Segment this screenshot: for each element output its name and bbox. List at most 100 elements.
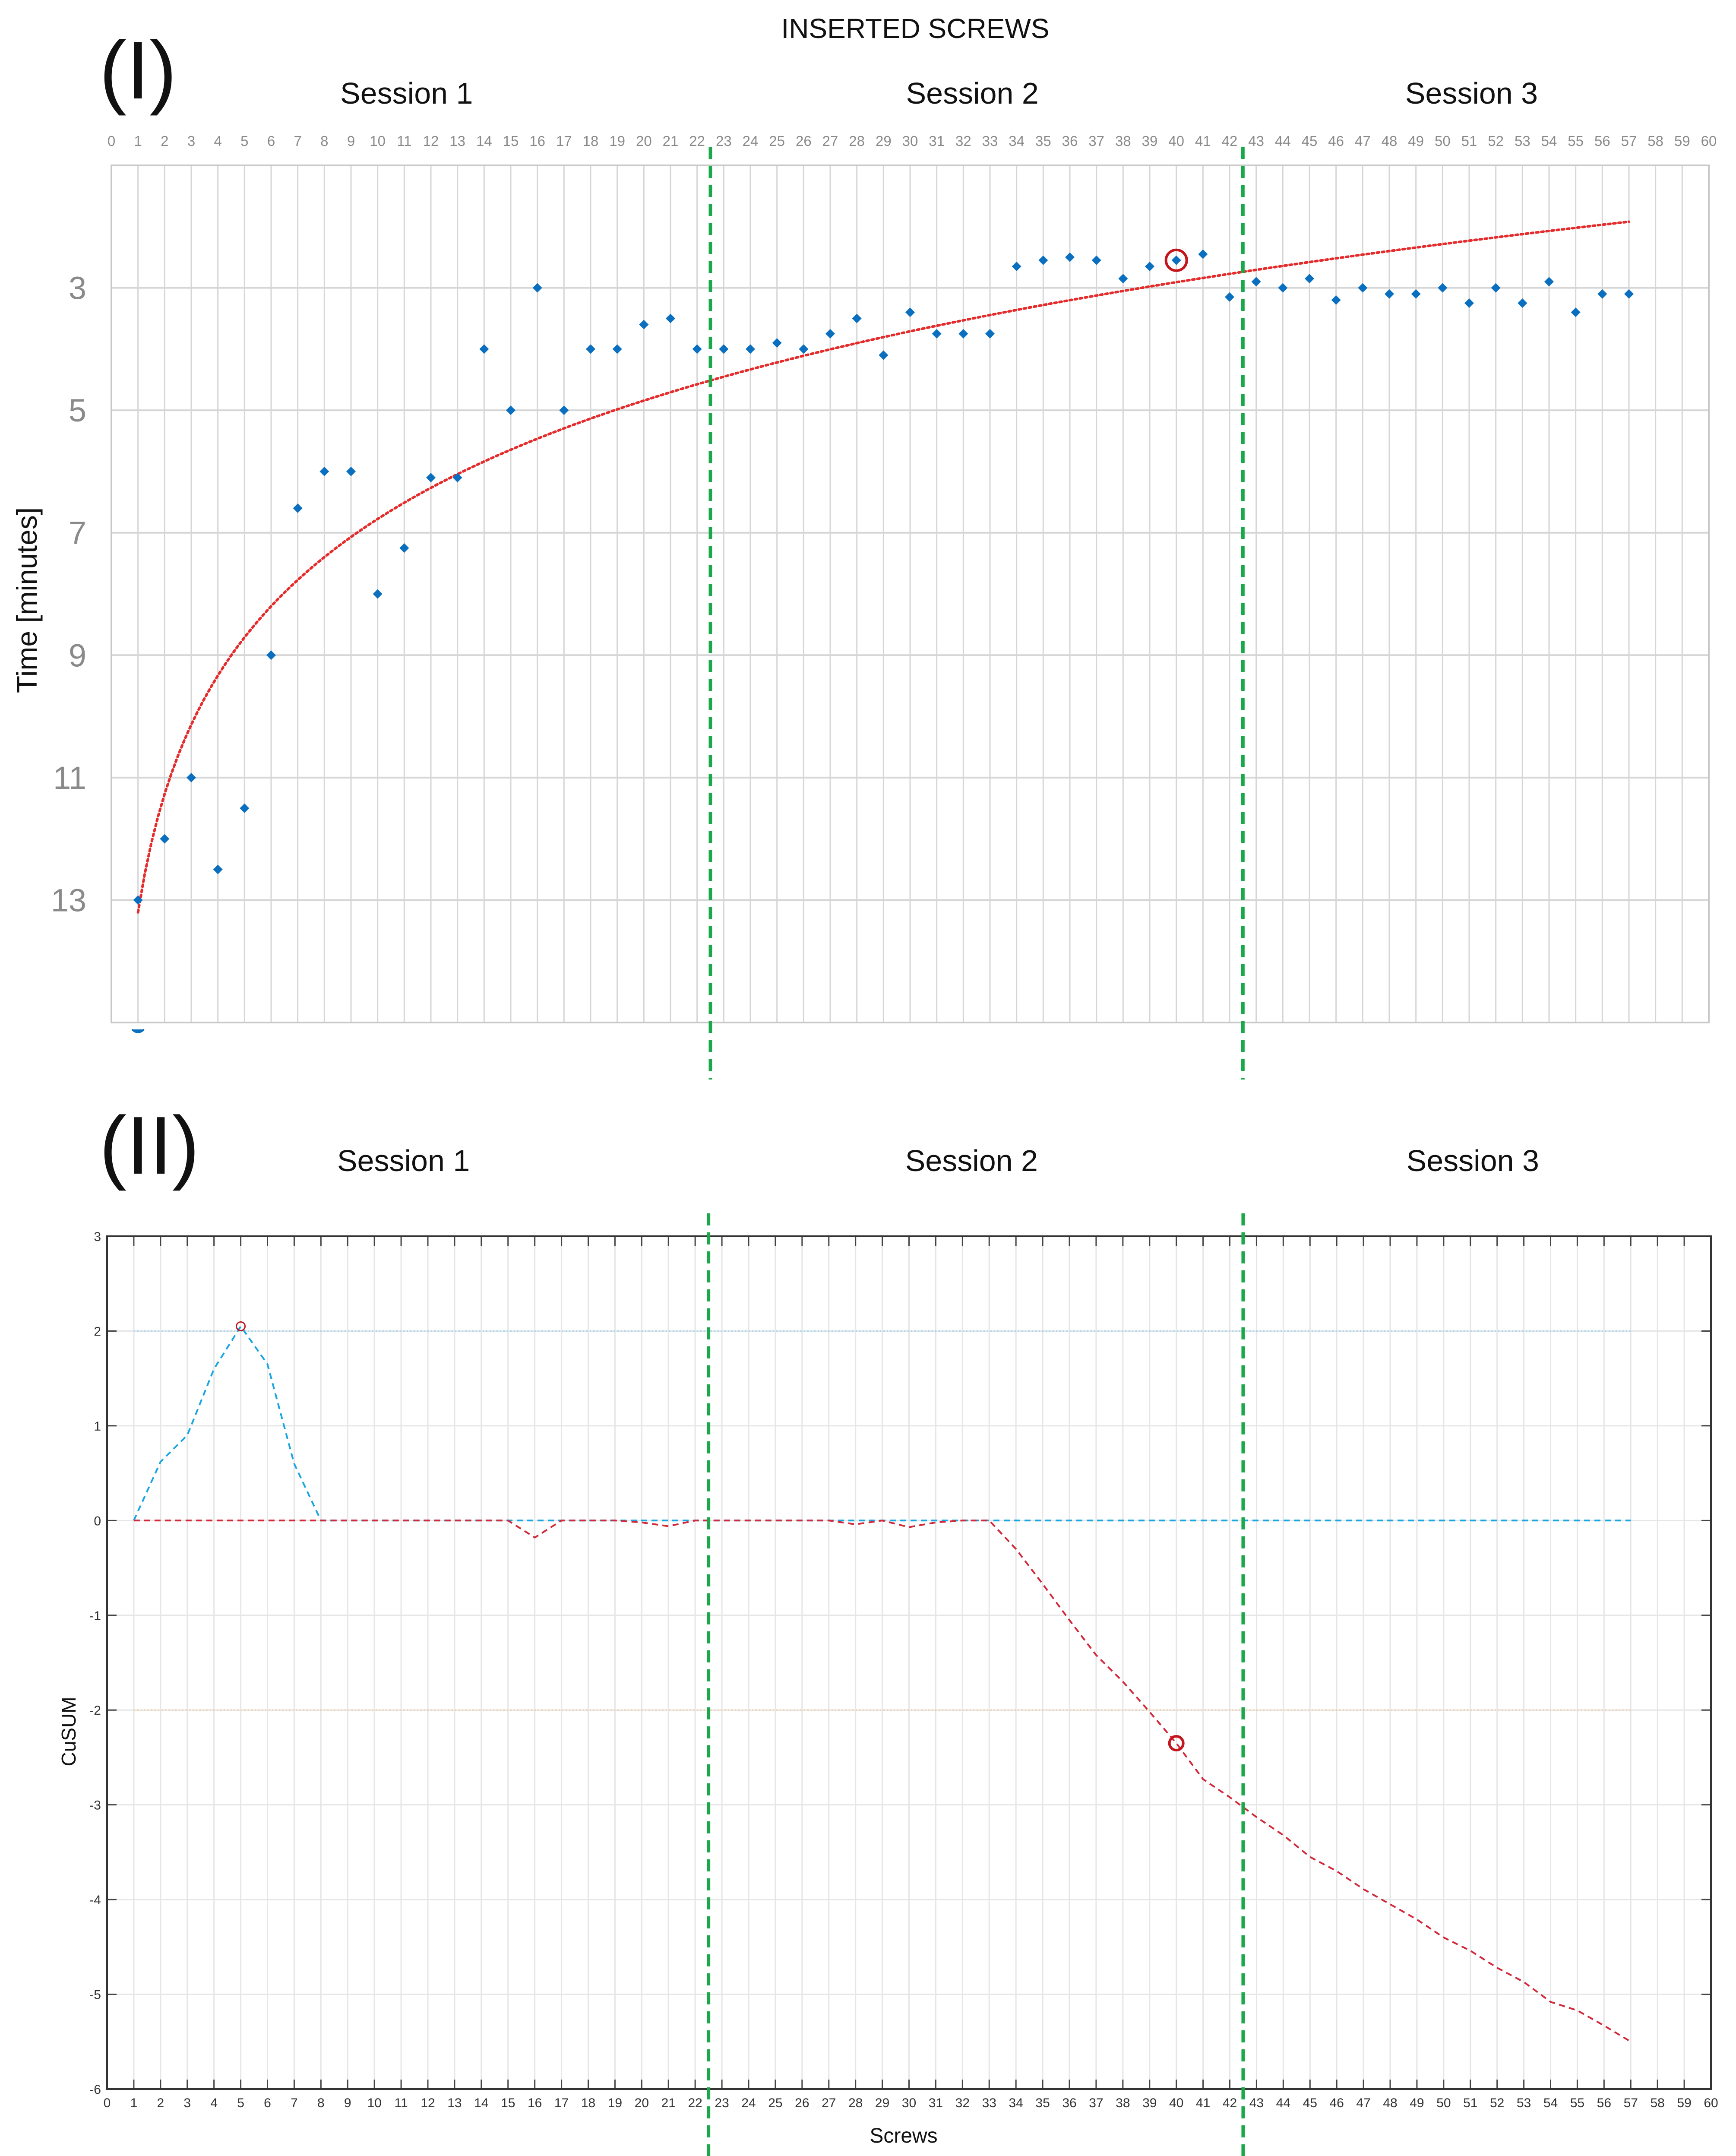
panel-2-y-tick-label: 1 [94,1419,101,1434]
panel-1-x-tick-label: 47 [1355,133,1371,149]
panel-1-data-point [905,307,915,317]
panel-1-data-point [187,772,196,782]
panel-2-session-label: Session 2 [905,1144,1038,1178]
panel-1-data-point [1251,277,1261,287]
panel-1-data-point [825,329,835,339]
panel-2-x-tick-label: 36 [1062,2096,1076,2110]
panel-1-x-tick-label: 26 [796,133,812,149]
panel-2-x-tick-label: 57 [1624,2096,1638,2110]
panel-2-x-tick-label: 6 [264,2096,271,2110]
panel-2-x-tick-label: 45 [1303,2096,1317,2110]
panel-1-data-point [293,503,303,513]
panel-1-x-tick-label: 1 [134,133,142,149]
panel-1-data-point [852,313,862,323]
panel-1-session-label: Session 1 [340,76,473,110]
panel-1-trendline [136,220,1630,914]
panel-1-data-point [1171,255,1181,265]
panel-1-x-tick-label: 4 [214,133,221,149]
panel-2-x-tick-label: 33 [982,2096,996,2110]
panel-1-y-tick-label: 13 [51,882,86,918]
panel-2-x-tick-label: 5 [237,2096,244,2110]
panel-2-y-tick-labels: -6 -5 -4 -3 -2 -1 0 1 2 3 [89,1230,101,2097]
panel-1-x-tick-label: 48 [1382,133,1398,149]
panel-1-x-tick-label: 25 [769,133,785,149]
panel-1-x-tick-label: 11 [397,133,411,149]
panel-2-x-tick-label: 22 [688,2096,702,2110]
panel-1-data-point [373,589,383,599]
panel-1-x-tick-label: 40 [1168,133,1184,149]
panel-1-data-point [719,344,729,354]
panel-1-data-point [586,344,595,354]
panel-1-x-tick-label: 13 [449,133,465,149]
panel-2-x-tick-label: 20 [635,2096,649,2110]
panel-1-data-point [1198,249,1208,259]
panel-1-x-tick-label: 2 [161,133,168,149]
panel-1-x-tick-label: 3 [187,133,195,149]
panel-2-y-tick-label: -1 [89,1609,101,1623]
panel-2-x-tick-label: 47 [1356,2096,1370,2110]
panel-2-x-tick-label: 49 [1410,2096,1424,2110]
panel-2-x-tick-label: 42 [1223,2096,1237,2110]
panel-1-x-tick-label: 57 [1621,133,1637,149]
panel-1-x-tick-label: 44 [1275,133,1291,149]
panel-2-x-tick-label: 3 [183,2096,191,2110]
panel-1-data-point [1305,274,1314,284]
panel-2-y-tick-label: -3 [89,1798,101,1813]
panel-1-data-point [506,405,515,415]
panel-2-session-label: Session 3 [1407,1144,1539,1178]
panel-1-data-point [1491,283,1501,293]
panel-1-x-tick-label: 49 [1408,133,1424,149]
panel-1-x-tick-label: 56 [1594,133,1610,149]
panel-1-x-tick-label: 28 [849,133,865,149]
panel-1-trendline-path [136,220,1630,914]
panel-1-data-point [1278,283,1288,293]
panel-2-x-tick-label: 51 [1463,2096,1477,2110]
panel-1-data-point [1411,289,1421,299]
panel-2-x-tick-label: 12 [421,2096,435,2110]
panel-2-session-label: Session 1 [337,1144,470,1178]
panel-1-data-point [266,650,276,660]
panel-1-x-tick-label: 21 [663,133,679,149]
panel-2-x-tick-label: 16 [528,2096,542,2110]
panel-1-x-tick-label: 0 [108,133,115,149]
panel-1-x-tick-label: 6 [267,133,275,149]
panel-2-x-tick-label: 24 [741,2096,756,2110]
panel-2-x-tick-label: 28 [848,2096,863,2110]
panel-1-x-tick-label: 23 [716,133,732,149]
panel-2-x-tick-label: 1 [130,2096,138,2110]
panel-2-x-tick-label: 11 [395,2096,408,2110]
panel-2-x-axis-label: Screws [870,2124,937,2147]
panel-2-x-tick-label: 15 [501,2096,515,2110]
panel-2-x-tick-label: 53 [1517,2096,1531,2110]
panel-1-data-point [319,466,329,476]
panel-1-x-tick-label: 38 [1115,133,1131,149]
panel-1-data-point [1012,261,1021,271]
panel-1-x-tick-label: 17 [556,133,572,149]
panel-1-y-tick-label: 5 [69,393,86,428]
panel-1-y-tick-label: 11 [53,760,86,796]
panel-2-y-tick-label: 0 [94,1514,101,1528]
panel-1-data-point [426,473,436,483]
panel-1-data-point [532,283,542,293]
panel-1-x-tick-label: 60 [1701,133,1717,149]
panel-1-data-point [346,466,356,476]
panel-2-session-labels: Session 1 Session 2 Session 3 [337,1144,1539,1178]
panel-1-data-point [213,864,223,874]
panel-2-x-tick-label: 4 [210,2096,218,2110]
panel-2-y-tick-label: -2 [89,1703,101,1718]
panel-1-x-tick-label: 58 [1647,133,1663,149]
panel-1-x-tick-label: 59 [1674,133,1690,149]
panel-1-data-point [879,350,889,360]
panel-2-label: (II) [99,1100,199,1191]
panel-1-data-point [1118,274,1128,284]
panel-2-x-tick-label: 40 [1169,2096,1183,2110]
panel-1-y-tick-label: 7 [69,515,86,551]
panel-1-data-point [666,313,675,323]
panel-1-session-labels: Session 1 Session 2 Session 3 [340,76,1538,110]
panel-1-x-tick-label: 10 [370,133,386,149]
panel-2-x-tick-label: 19 [608,2096,622,2110]
panel-1-data-point [1225,292,1234,302]
panel-1-x-tick-label: 29 [876,133,892,149]
